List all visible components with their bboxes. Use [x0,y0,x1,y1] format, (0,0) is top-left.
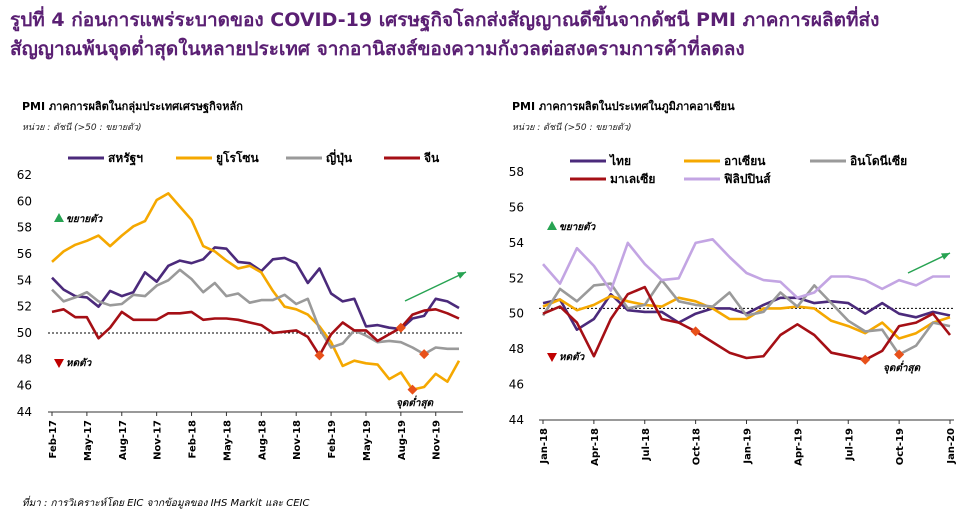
contraction-arrow-icon [547,353,557,362]
x-tick-label: Apr-18 [590,428,601,466]
legend-label: อินโดนีเซีย [850,153,907,168]
y-tick-label: 52 [17,300,32,314]
contraction-label: หดตัว [66,357,93,369]
y-tick-label: 46 [509,378,524,392]
y-tick-label: 46 [17,379,32,393]
series-line [542,238,950,300]
chart-left: 44 46 48 50 52 54 56 58 60 62 Feb-17 May-17 Aug-17 No… [17,149,467,461]
x-tick-label: Nov-19 [432,420,443,460]
y-tick-label: 44 [17,405,32,419]
expansion-label: ขยายตัว [66,213,104,225]
y-tick-label: 50 [509,307,524,321]
trough-marker [690,326,701,337]
x-tick-label: Aug-18 [257,420,268,460]
legend-label: ยูโรโซน [216,150,260,166]
x-tick-label: Aug-17 [118,420,129,460]
x-tick-label: Apr-19 [793,428,804,466]
trend-arrow-head-icon [457,272,466,279]
trough-marker [314,350,325,361]
title-line-2: สัญญาณพ้นจุดต่ำสุดในหลายประเทศ จากอานิสง… [10,38,745,60]
expansion-arrow-icon [54,213,64,222]
x-tick-label: Nov-17 [153,420,164,460]
y-tick-label: 62 [17,168,32,182]
series-line [542,294,951,340]
y-tick-label: 48 [509,342,524,356]
y-tick-label: 52 [509,271,524,285]
expansion-arrow-icon [547,221,557,230]
legend-label: มาเลเซีย [610,172,655,186]
x-tick-label: May-17 [83,420,94,461]
chart-left-title: PMI ภาคการผลิตในกลุ่มประเทศเศรษฐกิจหลัก [22,100,243,113]
x-tick-label: Feb-17 [48,420,59,458]
trend-arrow-head-icon [941,253,950,260]
legend-label: อาเซียน [724,154,766,168]
legend-label: จีน [424,151,440,165]
y-tick-label: 48 [17,352,32,366]
x-tick-label: Jul-18 [641,428,652,461]
chart-right-unit: หน่วย : ดัชนี (>50 : ขยายตัว) [512,123,632,133]
y-tick-label: 60 [17,194,32,208]
trough-marker [894,349,905,360]
y-tick-label: 44 [509,413,524,427]
trough-label: จุดต่ำสุด [396,395,435,409]
x-tick-label: May-19 [362,420,373,461]
trough-marker [419,349,430,360]
trough-label: จุดต่ำสุด [883,360,922,374]
y-tick-label: 58 [509,165,524,179]
x-tick-label: Jul-19 [844,428,855,461]
x-tick-label: Aug-19 [397,420,408,460]
y-tick-label: 54 [509,236,524,250]
source-note: ที่มา : การวิเคราะห์โดย EIC จากข้อมูลของ… [22,498,310,509]
y-tick-label: 56 [509,200,524,214]
trough-marker [407,384,418,395]
series-line [51,268,459,356]
contraction-label: หดตัว [559,351,586,363]
x-tick-label: Nov-18 [292,420,303,460]
y-tick-label: 54 [17,273,32,287]
trend-arrow [404,271,467,302]
y-tick-label: 58 [17,221,32,235]
title-line-1: รูปที่ 4 ก่อนการแพร่ระบาดของ COVID-19 เศ… [10,9,880,31]
chart-right-title: PMI ภาคการผลิตในประเทศในภูมิภาคอาเซียน [512,100,735,113]
legend-label: ญี่ปุ่น [326,149,353,166]
x-tick-label: Oct-18 [692,428,703,465]
series-line [51,192,461,391]
series-line [541,278,951,356]
series-line [51,308,460,357]
legend-label: สหรัฐฯ [108,151,143,166]
x-tick-label: Jan-19 [743,428,754,465]
x-tick-label: Jan-18 [539,428,550,465]
y-tick-label: 56 [17,247,32,261]
series-line [542,285,952,362]
legend-label: ไทย [608,153,631,168]
legend-label: ฟิลิปปินส์ [724,172,771,186]
y-tick-label: 50 [17,326,32,340]
contraction-arrow-icon [54,359,64,368]
trough-marker [395,322,406,333]
x-tick-label: Feb-19 [327,420,338,458]
chart-right: 44 46 48 50 52 54 56 58 Jan-18 Apr-18 Jul-18 Oct-18… [509,153,957,466]
page-title: รูปที่ 4 ก่อนการแพร่ระบาดของ COVID-19 เศ… [10,6,970,64]
x-tick-label: Jan-20 [946,428,957,465]
chart-left-unit: หน่วย : ดัชนี (>50 : ขยายตัว) [22,123,142,133]
x-tick-label: Feb-18 [188,420,199,458]
x-tick-label: Oct-19 [895,428,906,465]
trough-marker [860,354,871,365]
expansion-label: ขยายตัว [559,221,597,233]
series-line [51,246,460,331]
x-tick-label: May-18 [222,420,233,461]
